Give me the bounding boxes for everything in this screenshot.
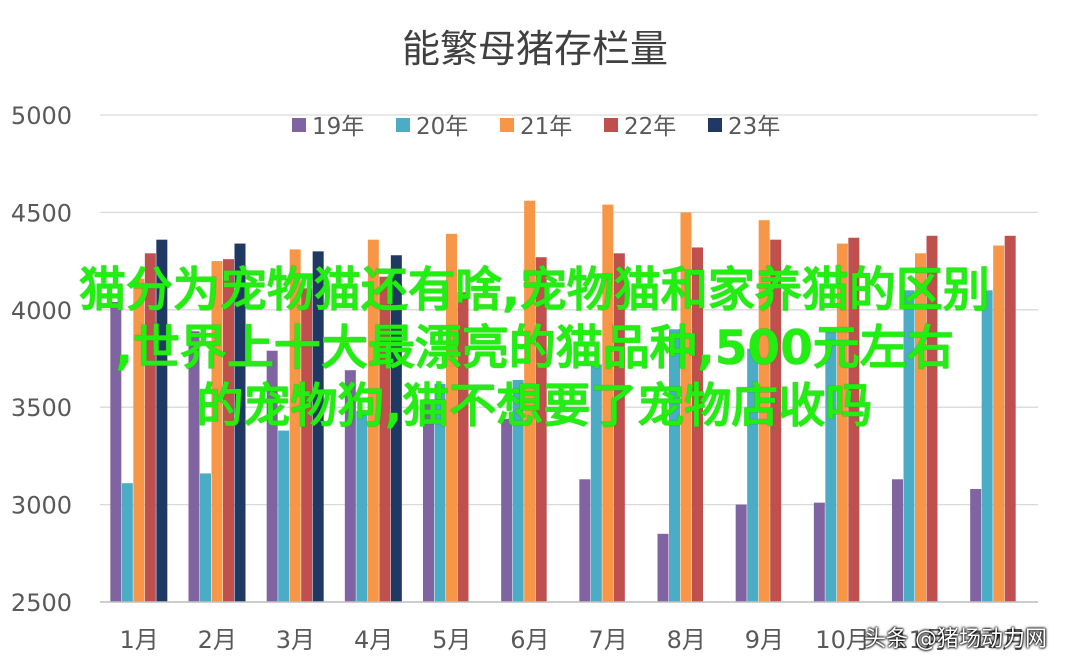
legend: 19年 20年 21年 22年 23年 <box>292 114 780 140</box>
legend-label: 20年 <box>416 114 468 140</box>
bar <box>813 502 825 602</box>
x-tick-label: 9月 <box>745 626 784 654</box>
bar <box>390 255 402 603</box>
bar <box>367 239 379 602</box>
bar <box>278 430 290 602</box>
x-tick-label: 12月 <box>972 626 1027 654</box>
bar <box>590 364 602 602</box>
bars <box>110 200 1016 603</box>
legend-label: 21年 <box>520 114 572 140</box>
legend-swatch <box>396 118 410 132</box>
bar <box>970 489 982 602</box>
bar <box>770 239 782 602</box>
watermark: 头条 @猪场动力网 <box>864 627 1047 652</box>
bar <box>289 249 301 603</box>
bar <box>903 290 915 602</box>
bar <box>836 243 848 602</box>
bar <box>669 329 680 602</box>
bar <box>344 370 356 602</box>
x-tick-label: 10月 <box>815 626 870 654</box>
bar <box>188 331 200 602</box>
bar <box>211 261 223 602</box>
bar <box>423 399 434 602</box>
legend-label: 23年 <box>728 114 780 140</box>
x-tick-label: 8月 <box>667 626 706 654</box>
y-tick-label: 4500 <box>11 199 72 227</box>
x-tick-label: 2月 <box>198 626 237 654</box>
x-tick-label: 7月 <box>588 626 627 654</box>
y-tick-label: 3500 <box>11 394 72 422</box>
y-tick-label: 3000 <box>11 492 72 520</box>
bar <box>234 243 246 602</box>
bar <box>356 411 368 602</box>
bar <box>223 259 234 602</box>
bar <box>692 247 703 603</box>
bar <box>379 276 391 602</box>
bar <box>301 288 313 602</box>
bar <box>602 204 614 602</box>
bar <box>758 220 770 602</box>
bar <box>312 251 324 603</box>
bar <box>926 235 938 602</box>
bar <box>156 239 168 602</box>
x-tick-label: 11月 <box>893 626 948 654</box>
bar <box>524 200 536 602</box>
bar <box>133 278 145 602</box>
bar <box>535 257 547 602</box>
legend-label: 19年 <box>312 114 364 140</box>
bar <box>144 253 156 603</box>
y-tick-label: 2500 <box>11 589 72 617</box>
bar <box>613 253 625 603</box>
legend-label: 22年 <box>624 114 676 140</box>
bar <box>735 504 747 602</box>
bar <box>446 233 457 602</box>
bar <box>680 212 692 602</box>
bar <box>825 327 837 602</box>
y-tick-label: 5000 <box>11 102 72 130</box>
legend-swatch <box>292 118 306 132</box>
bar <box>657 533 669 602</box>
x-axis: 1月 2月 3月 4月 5月 6月 7月 8月 9月 10月 11月 12月 <box>100 601 1038 654</box>
bar <box>457 292 469 602</box>
y-tick-label: 4000 <box>11 297 72 325</box>
legend-swatch <box>500 118 514 132</box>
x-tick-label: 3月 <box>276 626 315 654</box>
chart-title: 能繁母猪存栏量 <box>402 27 668 71</box>
x-tick-label: 5月 <box>432 626 471 654</box>
x-tick-label: 4月 <box>354 626 393 654</box>
bar <box>848 237 860 602</box>
bar <box>747 348 759 602</box>
bar <box>121 483 133 602</box>
bar <box>200 473 211 602</box>
bar <box>434 383 446 602</box>
bar <box>501 418 513 602</box>
y-axis: 2500 3000 3500 4000 4500 5000 <box>11 102 72 617</box>
bar <box>993 245 1005 603</box>
bar <box>915 253 926 603</box>
legend-swatch <box>708 118 722 132</box>
bar <box>981 290 993 602</box>
bar <box>512 379 524 602</box>
legend-swatch <box>604 118 618 132</box>
x-tick-label: 6月 <box>510 626 549 654</box>
bar <box>110 302 122 602</box>
bar <box>1004 235 1016 602</box>
x-tick-label: 1月 <box>119 626 158 654</box>
bar <box>266 350 278 602</box>
bar <box>579 479 591 602</box>
bar <box>892 479 903 602</box>
